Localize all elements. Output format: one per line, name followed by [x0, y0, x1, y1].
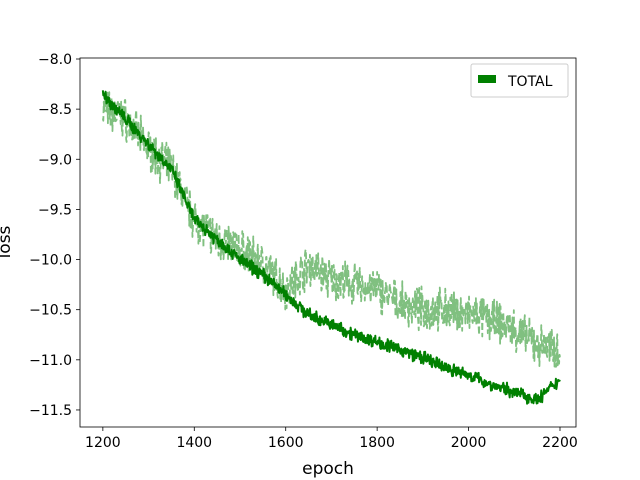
legend: TOTAL — [470, 63, 569, 98]
y-tick-label: −8.5 — [38, 102, 72, 118]
x-tick-label: 1400 — [176, 435, 212, 451]
y-tick-label: −11.0 — [29, 353, 72, 369]
plot-background — [80, 58, 576, 427]
x-tick-label: 1600 — [268, 435, 304, 451]
legend-swatch-total — [478, 75, 496, 83]
y-tick-label: −11.5 — [29, 403, 72, 419]
y-tick-label: −10.0 — [29, 253, 72, 269]
y-axis-label: loss — [0, 225, 15, 258]
y-tick-label: −8.0 — [38, 52, 72, 68]
plot-frame — [79, 57, 577, 428]
legend-frame — [470, 63, 569, 98]
y-axis: −8.0 −8.5 −9.0 −9.5 −10.0 −10.5 −11.0 −11.5 — [29, 52, 80, 419]
x-tick-label: 1200 — [85, 435, 121, 451]
series-line-total — [101, 90, 561, 405]
y-tick-label: −9.5 — [38, 202, 72, 218]
x-tick-label: 2000 — [451, 435, 487, 451]
x-tick-label: 1800 — [359, 435, 395, 451]
x-axis: 1200 1400 1600 1800 2000 2200 — [85, 427, 578, 451]
y-tick-label: −9.0 — [38, 152, 72, 168]
legend-label-total: TOTAL — [507, 74, 553, 90]
y-tick-label: −10.5 — [29, 303, 72, 319]
x-tick-label: 2200 — [542, 435, 578, 451]
x-axis-label: epoch — [302, 459, 354, 479]
series-layer — [101, 90, 561, 405]
